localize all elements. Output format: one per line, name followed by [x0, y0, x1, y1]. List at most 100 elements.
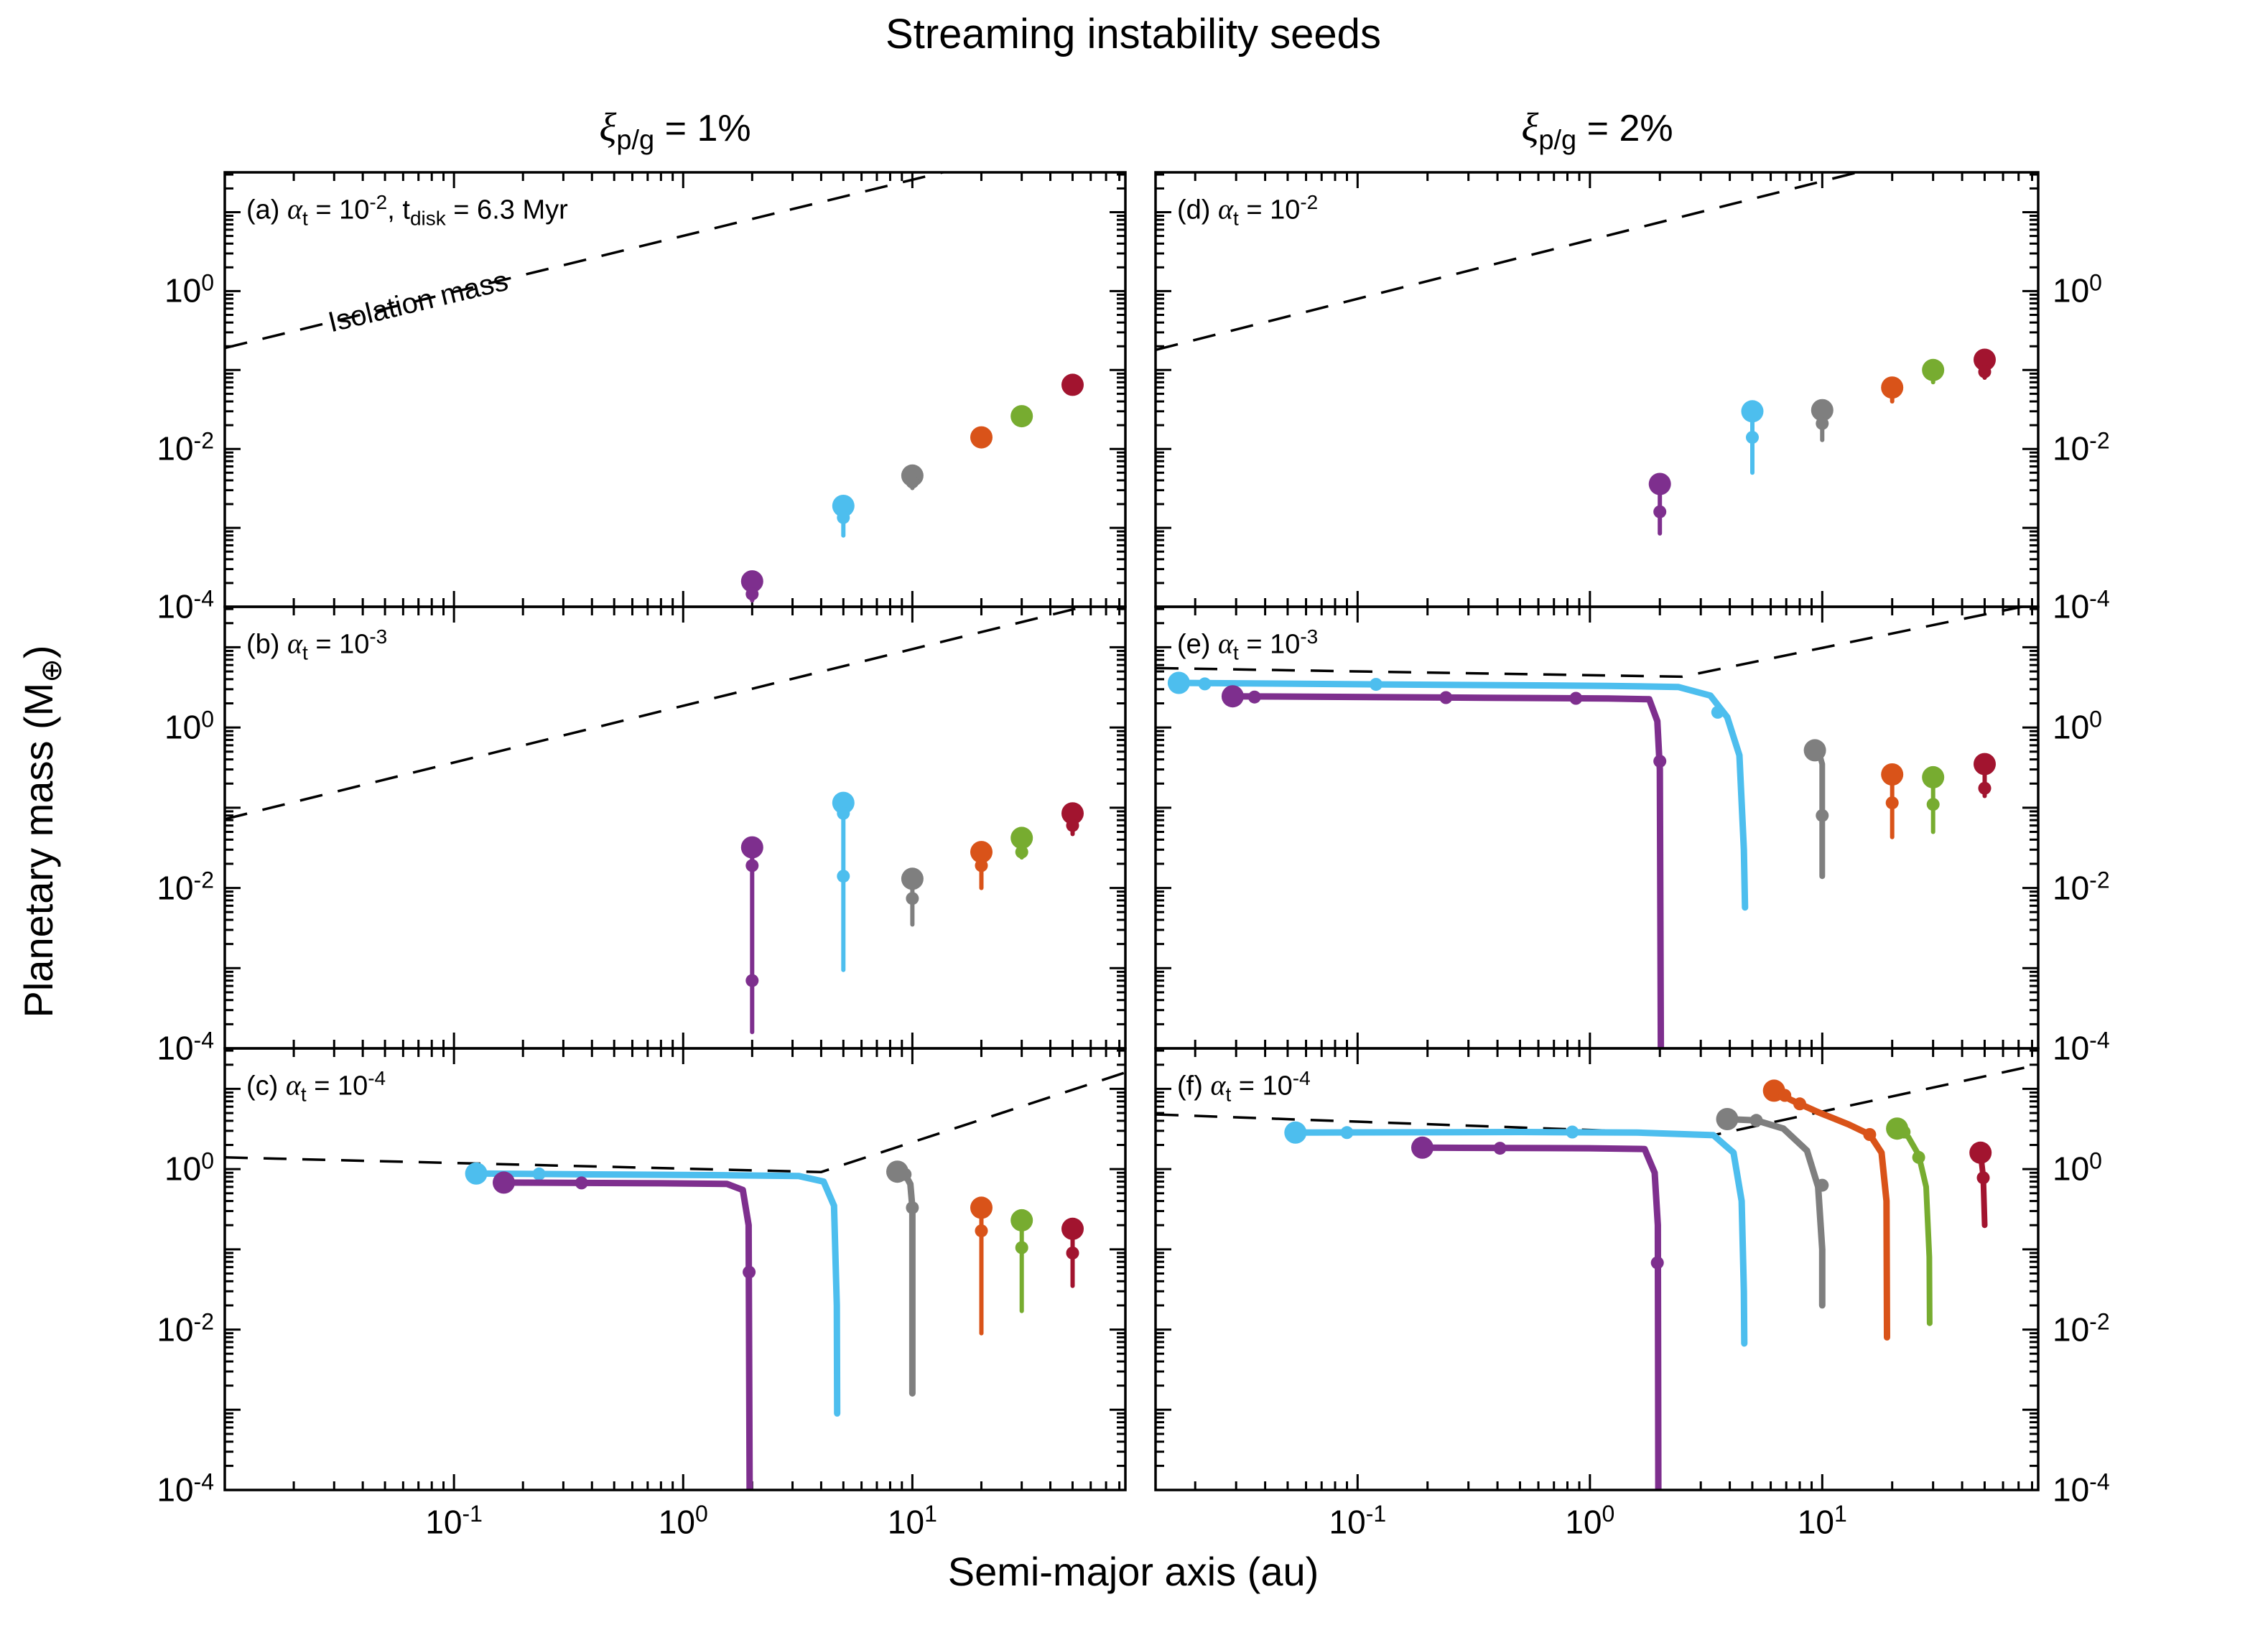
- y-tick-label-e-0: 100: [2053, 706, 2102, 746]
- axis-ticks-e: [1156, 607, 2038, 1048]
- column-header-left: ξp/g = 1%: [599, 106, 751, 156]
- y-tick-label-b--4: 10-4: [157, 1027, 214, 1067]
- y-tick-label-b--2: 10-2: [157, 866, 214, 907]
- track-seed-2au: [501, 1179, 753, 1490]
- y-tick-label-c--2: 10-2: [157, 1308, 214, 1349]
- data-point-seed-20au-s: [1793, 1097, 1806, 1111]
- data-point-seed-5au-b: [465, 1162, 488, 1185]
- y-tick-label-b-0: 100: [164, 706, 214, 746]
- panel-c: [223, 1047, 1127, 1491]
- data-point-seed-2au-b: [1411, 1136, 1433, 1159]
- data-point-seed-2au-b: [740, 836, 763, 859]
- data-point-seed-30au-s: [1015, 845, 1028, 859]
- panel-label-a: (a) αt = 10-2, tdisk = 6.3 Myr: [246, 191, 568, 230]
- data-point-seed-10au-b: [1803, 739, 1826, 762]
- track-seed-2au: [1419, 1144, 1662, 1490]
- series-seed-2au: [1411, 1136, 1664, 1490]
- x-tick-label-col1-1: 101: [1797, 1501, 1847, 1541]
- data-point-seed-20au-b: [1881, 376, 1904, 399]
- data-point-seed-10au-s: [898, 1168, 912, 1181]
- data-point-seed-5au-s: [1198, 677, 1212, 691]
- panel-frame-f: [1154, 1047, 2040, 1491]
- x-tick-label-col0-1: 101: [887, 1501, 937, 1541]
- data-point-seed-30au-b: [1010, 405, 1033, 428]
- isolation-mass-line-c: [225, 1071, 1125, 1173]
- panel-d: [1154, 171, 2040, 608]
- series-seed-20au: [970, 426, 993, 449]
- data-point-seed-50au-b: [1974, 348, 1996, 371]
- track-seed-2au: [1229, 693, 1665, 1048]
- series-seed-30au: [1010, 1208, 1033, 1313]
- isolation-mass-line-e: [1156, 607, 2029, 679]
- series-seed-20au: [1881, 763, 1904, 839]
- data-point-seed-10au-s: [1816, 1178, 1829, 1192]
- series-seed-20au: [970, 841, 993, 890]
- panel-label-f: (f) αt = 10-4: [1177, 1067, 1311, 1106]
- data-point-seed-5au-s: [1370, 678, 1382, 691]
- data-point-seed-10au-s: [906, 475, 919, 489]
- data-point-seed-20au-b: [970, 841, 993, 864]
- data-point-seed-5au-b: [1741, 400, 1764, 423]
- track-seed-5au: [1175, 679, 1749, 911]
- series-seed-30au: [1886, 1117, 1933, 1326]
- data-point-seed-5au-s: [532, 1167, 546, 1180]
- data-point-seed-50au-s: [1066, 1247, 1079, 1259]
- data-point-seed-2au-s: [1653, 755, 1667, 768]
- track-seed-5au: [1292, 1129, 1748, 1347]
- data-point-seed-2au-b: [740, 570, 763, 593]
- panel-frame-e: [1154, 605, 2040, 1050]
- data-point-seed-2au-s: [1247, 690, 1261, 704]
- data-point-seed-30au-b: [1010, 826, 1033, 849]
- data-point-seed-50au-s: [1978, 781, 1992, 795]
- y-tick-label-e--2: 10-2: [2053, 866, 2110, 907]
- x-tick-label-col1-0: 100: [1565, 1501, 1615, 1541]
- data-point-seed-50au-s: [1976, 1171, 1990, 1185]
- data-point-seed-5au-b: [1167, 671, 1190, 694]
- data-point-seed-20au-b: [970, 426, 993, 449]
- data-point-seed-2au-s: [1493, 1142, 1507, 1155]
- series-seed-30au: [1922, 358, 1945, 385]
- data-point-seed-50au-b: [1969, 1141, 1992, 1164]
- data-point-seed-30au-b: [1922, 358, 1945, 381]
- data-point-seed-30au-s: [1912, 1150, 1925, 1164]
- series-seed-20au: [970, 1196, 993, 1336]
- data-point-seed-50au-s: [1066, 819, 1079, 832]
- series-seed-20au: [1881, 376, 1904, 404]
- data-point-seed-2au-s: [745, 587, 759, 601]
- data-point-seed-50au-b: [1061, 802, 1084, 825]
- y-tick-label-c-0: 100: [164, 1147, 214, 1188]
- data-point-seed-20au-b: [1881, 763, 1904, 786]
- series-seed-2au: [493, 1171, 756, 1490]
- xi-symbol: ξ: [599, 106, 617, 150]
- series-seed-50au: [1061, 802, 1084, 837]
- figure-title: Streaming instability seeds: [886, 11, 1381, 57]
- data-point-seed-20au-s: [1885, 796, 1899, 810]
- y-tick-label-f--4: 10-4: [2053, 1468, 2110, 1509]
- data-point-seed-20au-s: [1778, 1089, 1792, 1102]
- y-tick-label-a--2: 10-2: [157, 427, 214, 467]
- series-seed-10au: [901, 867, 924, 927]
- data-point-seed-10au-s: [1816, 809, 1829, 822]
- data-point-seed-5au-s: [1566, 1125, 1579, 1139]
- data-point-seed-10au-b: [1716, 1108, 1739, 1130]
- data-point-seed-10au-s: [1816, 416, 1829, 430]
- data-point-seed-30au-s: [1015, 1241, 1028, 1254]
- series-seed-2au: [1221, 685, 1667, 1048]
- x-tick-label-col0-0: 100: [658, 1501, 708, 1541]
- data-point-seed-50au-b: [1061, 1217, 1084, 1240]
- series-seed-10au: [1803, 739, 1829, 880]
- data-point-seed-2au-s: [743, 1265, 756, 1279]
- series-seed-10au: [1716, 1108, 1829, 1309]
- series-seed-50au: [1969, 1141, 1992, 1229]
- axis-ticks-b: [225, 607, 1125, 1048]
- data-point-seed-50au-b: [1061, 373, 1084, 396]
- data-point-seed-2au-s: [1569, 691, 1583, 705]
- panel-e: [1154, 605, 2040, 1050]
- series-seed-5au: [465, 1162, 841, 1417]
- y-tick-label-a--4: 10-4: [157, 585, 214, 625]
- y-tick-label-e--4: 10-4: [2053, 1027, 2110, 1067]
- series-seed-5au: [1167, 671, 1749, 911]
- data-point-seed-2au-s: [1650, 1256, 1664, 1270]
- data-point-seed-10au-s: [906, 892, 919, 905]
